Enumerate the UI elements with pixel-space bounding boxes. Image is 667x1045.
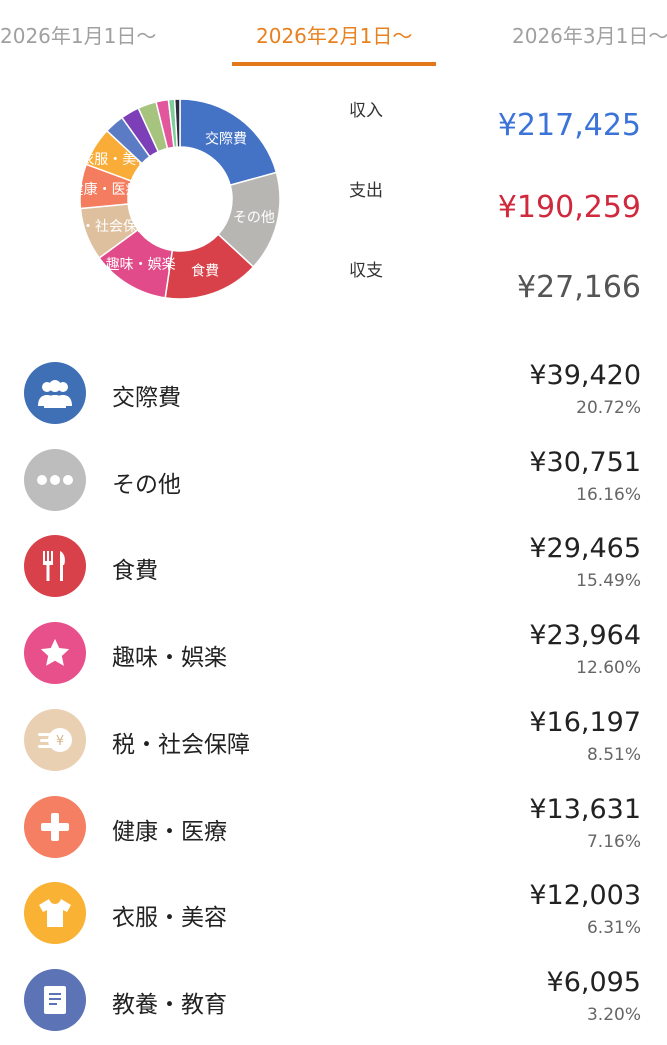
balance-label: 収支 bbox=[349, 261, 383, 281]
donut-hole bbox=[128, 147, 232, 251]
category-name: 衣服・美容 bbox=[112, 905, 227, 932]
category-amount: ¥30,751 bbox=[529, 446, 641, 478]
category-name: 税・社会保障 bbox=[112, 731, 250, 758]
income-value: ¥217,425 bbox=[497, 108, 641, 143]
category-name: 健康・医療 bbox=[112, 818, 227, 845]
category-amount: ¥6,095 bbox=[546, 966, 641, 998]
svg-text:¥: ¥ bbox=[56, 734, 64, 749]
tshirt-icon bbox=[24, 882, 86, 945]
category-name: 交際費 bbox=[112, 385, 181, 411]
tab-prev-month[interactable]: 2026年1月1日〜 bbox=[0, 24, 157, 48]
period-tabs: 2026年1月1日〜 2026年2月1日〜 2026年3月1日〜 bbox=[0, 0, 667, 70]
category-row[interactable]: その他 ¥30,751 16.16% bbox=[0, 439, 667, 525]
category-percent: 16.16% bbox=[576, 484, 641, 505]
category-amount: ¥39,420 bbox=[529, 360, 641, 391]
category-row[interactable]: 食費 ¥29,465 15.49% bbox=[0, 525, 667, 611]
donut-slice-label: 趣味・娯楽 bbox=[106, 257, 176, 273]
category-row[interactable]: 交際費 ¥39,420 20.72% bbox=[0, 352, 667, 438]
category-name: 教養・教育 bbox=[112, 991, 227, 1018]
category-percent: 6.31% bbox=[586, 918, 641, 939]
donut-slice-label: その他 bbox=[233, 210, 275, 226]
fork-knife-icon bbox=[24, 535, 86, 598]
tab-next-month[interactable]: 2026年3月1日〜 bbox=[512, 24, 667, 48]
category-amount: ¥29,465 bbox=[529, 533, 641, 565]
expense-value: ¥190,259 bbox=[497, 190, 641, 225]
category-percent: 3.20% bbox=[586, 1004, 641, 1025]
category-name: 食費 bbox=[112, 558, 158, 585]
category-amount: ¥23,964 bbox=[529, 620, 641, 652]
book-icon bbox=[24, 968, 86, 1031]
category-amount: ¥16,197 bbox=[529, 706, 641, 738]
category-percent: 12.60% bbox=[576, 658, 641, 679]
donut-slice-label: 税・社会保障 bbox=[70, 219, 151, 235]
category-amount: ¥13,631 bbox=[529, 793, 641, 825]
category-row[interactable]: 趣味・娯楽 ¥23,964 12.60% bbox=[0, 612, 667, 698]
expense-label: 支出 bbox=[349, 181, 383, 201]
active-tab-indicator bbox=[232, 62, 436, 66]
income-label: 収入 bbox=[349, 101, 383, 121]
star-icon bbox=[24, 622, 86, 685]
people-icon bbox=[24, 362, 86, 424]
category-percent: 15.49% bbox=[576, 571, 641, 592]
category-amount: ¥12,003 bbox=[529, 880, 641, 912]
category-percent: 7.16% bbox=[586, 831, 641, 852]
category-row[interactable]: 教養・教育 ¥6,095 3.20% bbox=[0, 959, 667, 1045]
medical-cross-icon bbox=[24, 795, 86, 858]
donut-slice-label: 食費 bbox=[191, 263, 219, 280]
donut-slice-label: 健康・医療 bbox=[70, 181, 140, 198]
category-row[interactable]: 健康・医療 ¥13,631 7.16% bbox=[0, 786, 667, 872]
category-percent: 8.51% bbox=[586, 744, 641, 765]
balance-value: ¥27,166 bbox=[516, 270, 641, 305]
category-name: 趣味・娯楽 bbox=[112, 645, 227, 672]
tab-current-month[interactable]: 2026年2月1日〜 bbox=[256, 24, 413, 48]
yen-coin-icon: ¥ bbox=[24, 708, 86, 771]
category-row[interactable]: ¥ 税・社会保障 ¥16,197 8.51% bbox=[0, 699, 667, 785]
donut-slice-label: 交際費 bbox=[205, 131, 247, 148]
category-name: その他 bbox=[112, 471, 181, 498]
category-percent: 20.72% bbox=[576, 398, 641, 418]
more-dots-icon bbox=[24, 448, 86, 511]
category-row[interactable]: 衣服・美容 ¥12,003 6.31% bbox=[0, 872, 667, 958]
